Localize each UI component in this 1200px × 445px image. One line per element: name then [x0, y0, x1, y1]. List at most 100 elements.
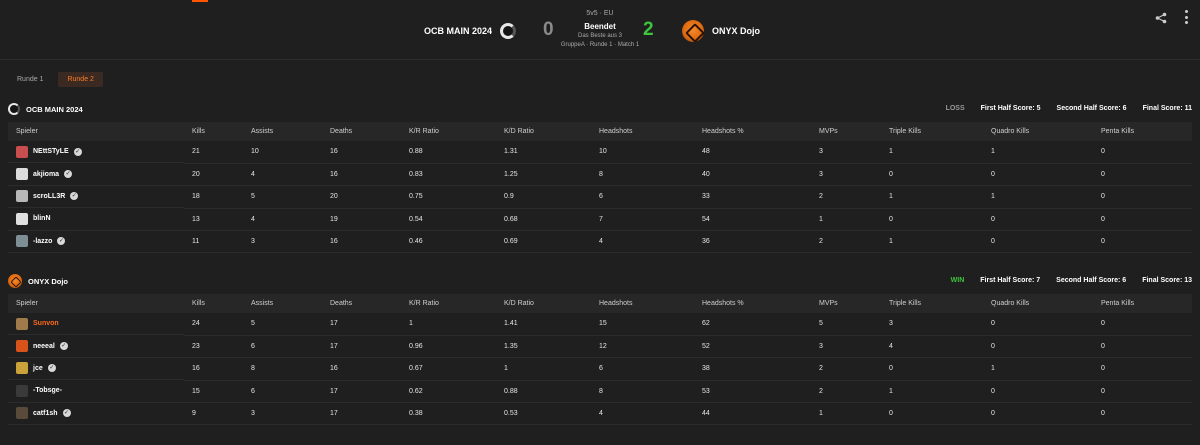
table-row[interactable]: Sunvon 24 5 17 1 1.41 15 62 5 3 0 0 [8, 313, 1192, 336]
table-row[interactable]: jce ✓ 16 8 16 0.67 1 6 38 2 0 1 0 [8, 357, 1192, 381]
stat-cell: 3 [811, 335, 881, 359]
stat-cell: 16 [184, 357, 243, 381]
stat-cell: 0 [983, 163, 1093, 187]
table-row[interactable]: neeeal ✓ 23 6 17 0.96 1.35 12 52 3 4 0 0 [8, 335, 1192, 359]
stat-cell: 20 [184, 163, 243, 187]
column-header[interactable]: Quadro Kills [991, 128, 1030, 135]
team-name: OCB MAIN 2024 [26, 104, 83, 114]
player-cell[interactable]: catf1sh ✓ [8, 403, 184, 425]
player-name[interactable]: catf1sh [33, 409, 58, 417]
stat-cell: 0.75 [401, 185, 496, 209]
stat-cell: 0 [1093, 357, 1192, 381]
stat-cell: 48 [694, 141, 811, 164]
avatar [16, 190, 28, 203]
stat-cell: 16 [322, 163, 401, 187]
stat-cell: 0 [881, 402, 983, 426]
column-header[interactable]: Headshots % [702, 300, 744, 307]
stat-cell: 15 [184, 380, 243, 404]
stat-cell: 3 [811, 163, 881, 187]
stat-cell: 1.35 [496, 335, 591, 359]
column-header[interactable]: Triple Kills [889, 300, 922, 307]
team-a-header[interactable]: OCB MAIN 2024 [424, 23, 516, 39]
stat-cell: 8 [591, 163, 694, 187]
stat-cell: 5 [243, 185, 322, 209]
team-b-section: ONYX Dojo WIN First Half Score: 7 Second Ha… [8, 272, 1192, 426]
player-name[interactable]: scroLL3R [33, 192, 66, 200]
team-b-score: 2 [643, 19, 654, 40]
stat-cell: 0 [983, 380, 1093, 404]
column-header[interactable]: Deaths [330, 128, 353, 135]
player-name[interactable]: neeeal [33, 342, 55, 350]
player-cell[interactable]: -lazzo ✓ [8, 231, 184, 253]
column-header[interactable]: Penta Kills [1101, 128, 1135, 135]
column-header[interactable]: Assists [251, 128, 274, 135]
player-cell[interactable]: neeeal ✓ [8, 335, 184, 358]
tab-round-2[interactable]: Runde 2 [58, 72, 103, 87]
column-header[interactable]: Quadro Kills [991, 300, 1030, 307]
stat-cell: 0.38 [401, 402, 496, 426]
player-name[interactable]: -lazzo [33, 237, 53, 245]
column-header[interactable]: Kills [192, 128, 205, 135]
column-header[interactable]: Deaths [330, 300, 353, 307]
avatar [16, 340, 28, 353]
column-header[interactable]: Headshots % [702, 128, 744, 135]
stat-cell: 0.46 [401, 230, 496, 254]
stat-cell: 5 [811, 313, 881, 336]
table-row[interactable]: -Tobsge- 15 6 17 0.62 0.88 8 53 2 1 0 0 [8, 380, 1192, 404]
column-header[interactable]: K/R Ratio [409, 300, 439, 307]
stat-cell: 18 [184, 185, 243, 209]
column-header[interactable]: K/R Ratio [409, 128, 439, 135]
stat-cell: 1 [983, 185, 1093, 209]
player-cell[interactable]: Sunvon [8, 313, 184, 336]
table-row[interactable]: scroLL3R ✓ 18 5 20 0.75 0.9 6 33 2 1 1 0 [8, 185, 1192, 209]
table-row[interactable]: catf1sh ✓ 9 3 17 0.38 0.53 4 44 1 0 0 0 [8, 402, 1192, 426]
player-name[interactable]: blinN [33, 215, 51, 223]
table-row[interactable]: blinN 13 4 19 0.54 0.68 7 54 1 0 0 0 [8, 208, 1192, 232]
verified-icon: ✓ [73, 147, 82, 156]
column-header[interactable]: Penta Kills [1101, 300, 1135, 307]
active-indicator [192, 0, 208, 2]
player-name[interactable]: jce [33, 364, 43, 372]
column-header[interactable]: MVPs [819, 300, 838, 307]
column-header[interactable]: MVPs [819, 128, 838, 135]
column-header[interactable]: Assists [251, 300, 274, 307]
player-cell[interactable]: blinN [8, 208, 184, 231]
stat-cell: 1 [881, 380, 983, 404]
table-row[interactable]: -lazzo ✓ 11 3 16 0.46 0.69 4 36 2 1 0 0 [8, 230, 1192, 254]
stat-cell: 6 [591, 357, 694, 381]
column-header[interactable]: K/D Ratio [504, 300, 534, 307]
table-row[interactable]: akjioma ✓ 20 4 16 0.83 1.25 8 40 3 0 0 0 [8, 163, 1192, 187]
stat-cell: 0 [983, 313, 1093, 336]
column-header[interactable]: K/D Ratio [504, 128, 534, 135]
column-header[interactable]: Spieler [16, 128, 38, 135]
stat-cell: 0 [881, 208, 983, 232]
tab-round-1[interactable]: Runde 1 [17, 76, 44, 83]
player-name[interactable]: Sunvon [33, 320, 59, 328]
first-half-score: First Half Score: 5 [980, 105, 1041, 112]
stat-cell: 0 [1093, 185, 1192, 209]
stat-cell: 1.41 [496, 313, 591, 336]
player-cell[interactable]: akjioma ✓ [8, 163, 184, 186]
column-header[interactable]: Spieler [16, 300, 38, 307]
column-header[interactable]: Kills [192, 300, 205, 307]
stat-cell: 23 [184, 335, 243, 359]
stat-cell: 7 [591, 208, 694, 232]
player-name[interactable]: akjioma [33, 170, 60, 178]
player-name[interactable]: NEttSTyLE [33, 148, 69, 156]
player-cell[interactable]: -Tobsge- [8, 380, 184, 403]
column-header[interactable]: Headshots [599, 300, 633, 307]
table-row[interactable]: NEttSTyLE ✓ 21 10 16 0.88 1.31 10 48 3 1 1 0 [8, 141, 1192, 164]
stat-cell: 1 [983, 357, 1093, 381]
player-cell[interactable]: jce ✓ [8, 358, 184, 381]
stat-cell: 4 [591, 402, 694, 426]
more-options-icon[interactable] [1184, 10, 1188, 24]
result-badge: WIN [950, 277, 965, 284]
column-header[interactable]: Headshots [599, 128, 633, 135]
player-name[interactable]: -Tobsge- [33, 387, 63, 395]
stats-table: Spieler Kills Assists Deaths K/R Ratio K/D Ra… [8, 294, 1192, 426]
player-cell[interactable]: NEttSTyLE ✓ [8, 141, 184, 164]
team-b-header[interactable]: ONYX Dojo [682, 20, 760, 42]
player-cell[interactable]: scroLL3R ✓ [8, 186, 184, 209]
column-header[interactable]: Triple Kills [889, 128, 922, 135]
share-icon[interactable] [1155, 12, 1167, 24]
